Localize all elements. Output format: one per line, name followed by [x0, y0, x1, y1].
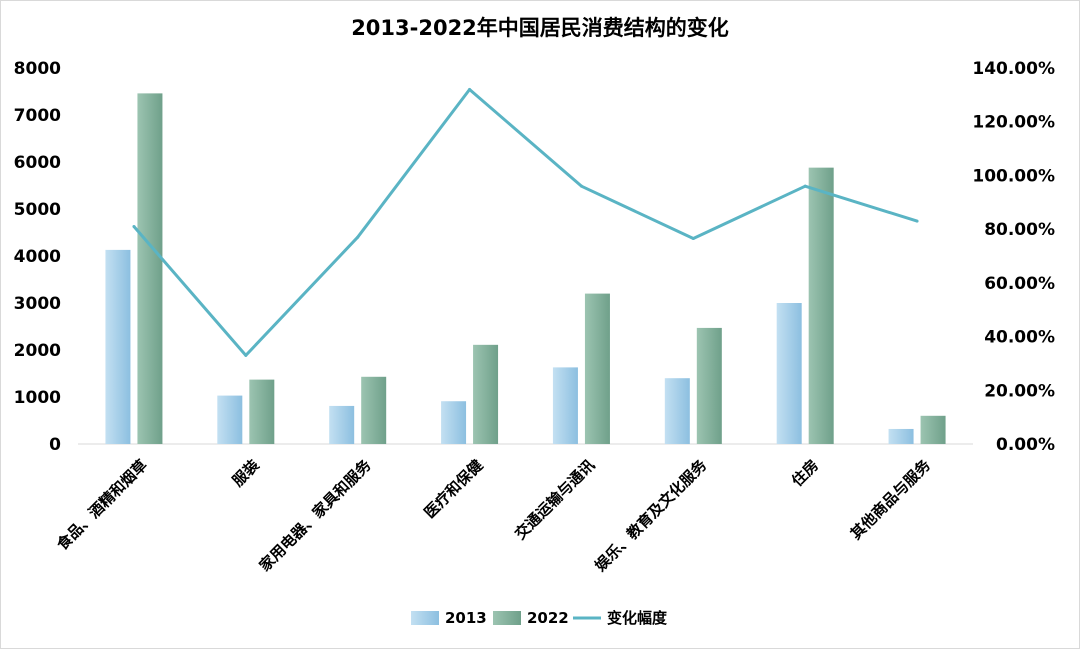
bar-2022 — [473, 344, 499, 444]
y-left-tick-label: 6000 — [14, 153, 61, 173]
y-left-tick-label: 1000 — [14, 388, 61, 408]
line-point — [356, 235, 360, 239]
bar-layer — [105, 93, 946, 444]
line-point — [691, 237, 695, 241]
axis-layer: 0 1000 2000 3000 4000 5000 6000 7000 8000 0.00% 20… — [14, 59, 1055, 575]
y-left-tick-label: 0 — [49, 435, 61, 455]
legend-label: 2022 — [527, 609, 569, 627]
x-category-label: 食品、酒精和烟草 — [53, 456, 151, 554]
chart-title: 2013-2022年中国居民消费结构的变化 — [351, 16, 729, 40]
y-right-tick-label: 20.00% — [984, 381, 1055, 401]
legend-label: 变化幅度 — [607, 609, 668, 627]
bar-2013 — [776, 303, 802, 444]
bar-2013 — [664, 378, 690, 444]
bar-2022 — [808, 167, 834, 444]
y-left-tick-label: 7000 — [14, 106, 61, 126]
legend-swatch-2013 — [411, 611, 439, 625]
x-category-label: 其他商品与服务 — [847, 455, 935, 543]
bar-2022 — [584, 293, 610, 444]
bar-2022 — [137, 93, 163, 444]
line-series-change — [132, 87, 918, 357]
bar-2022 — [920, 415, 946, 444]
x-category-label: 医疗和保健 — [421, 456, 487, 522]
x-category-label: 家用电器、家具和服务 — [256, 455, 376, 575]
y-left-tick-label: 4000 — [14, 247, 61, 267]
y-right-tick-label: 40.00% — [984, 328, 1055, 348]
x-category-label: 娱乐、教育及文化服务 — [591, 455, 711, 575]
y-left-tick-label: 5000 — [14, 200, 61, 220]
bar-2013 — [329, 405, 355, 444]
line-layer — [132, 87, 919, 357]
legend-label: 2013 — [445, 609, 487, 627]
line-point — [579, 184, 583, 188]
legend: 2013 2022 变化幅度 — [411, 609, 668, 627]
y-left-tick-label: 8000 — [14, 59, 61, 79]
x-category-label: 服装 — [229, 455, 264, 490]
y-right-tick-label: 120.00% — [972, 113, 1055, 133]
bar-2013 — [105, 249, 131, 444]
legend-swatch-2022 — [493, 611, 521, 625]
bar-2022 — [696, 327, 722, 444]
y-right-tick-label: 140.00% — [972, 59, 1055, 79]
bar-2022 — [249, 379, 275, 444]
bar-2013 — [217, 395, 243, 444]
y-right-tick-label: 0.00% — [996, 435, 1055, 455]
line-point — [132, 224, 136, 228]
x-category-label: 住房 — [788, 456, 822, 490]
y-left-tick-label: 2000 — [14, 341, 61, 361]
y-right-tick-label: 100.00% — [972, 166, 1055, 186]
y-left-tick-label: 3000 — [14, 294, 61, 314]
bar-2013 — [888, 428, 914, 444]
line-point — [244, 353, 248, 357]
bar-2022 — [361, 376, 387, 444]
bar-2013 — [441, 401, 467, 444]
line-point — [468, 87, 472, 91]
y-right-tick-label: 60.00% — [984, 274, 1055, 294]
y-right-tick-label: 80.00% — [984, 220, 1055, 240]
x-category-label: 交通运输与通讯 — [511, 456, 598, 543]
bar-2013 — [552, 367, 578, 444]
line-point — [803, 184, 807, 188]
line-point — [915, 219, 919, 223]
